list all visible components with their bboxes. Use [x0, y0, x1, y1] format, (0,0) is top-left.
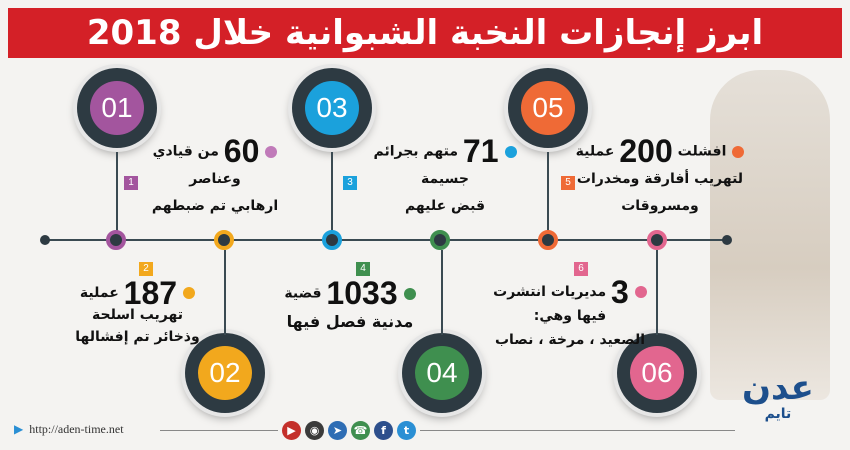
- item-1-text: 60 من قيادي وعناصر ارهابي تم ضبطهم: [140, 135, 290, 220]
- stat-text: فيها وهي:: [533, 308, 607, 324]
- stat-text: لتهريب أفارقة ومخدرات: [576, 170, 744, 187]
- stat-value: 60: [223, 133, 260, 169]
- connector: [656, 250, 658, 335]
- stat-text: وعناصر: [189, 170, 241, 187]
- whatsapp-icon[interactable]: ☎: [351, 421, 370, 440]
- badge-3: 3: [343, 176, 357, 190]
- badge-5: 5: [561, 176, 575, 190]
- timeline: [45, 239, 727, 241]
- website-link[interactable]: ▶ http://aden-time.net: [14, 422, 124, 437]
- timeline-node-3: [322, 230, 342, 250]
- timeline-node-2: [214, 230, 234, 250]
- logo-subtext: تايم: [764, 406, 792, 422]
- stat-text: ومسروقات: [621, 197, 699, 214]
- bullet-icon: [403, 287, 416, 300]
- stat-value: 187: [123, 275, 178, 311]
- circle-06: 06: [617, 333, 697, 413]
- stat-text: مديريات انتشرت: [493, 284, 607, 300]
- stat-text: جسيمة: [421, 170, 469, 187]
- stat-text: قبض عليهم: [404, 197, 486, 214]
- stat-value: 3: [611, 274, 629, 310]
- timeline-end-dot: [722, 235, 732, 245]
- instagram-icon[interactable]: ◉: [305, 421, 324, 440]
- circle-05: 05: [508, 68, 588, 148]
- bullet-icon: [183, 287, 196, 299]
- twitter-icon[interactable]: t: [397, 421, 416, 440]
- stat-text: قضية: [284, 285, 322, 302]
- timeline-node-6: [647, 230, 667, 250]
- circle-03: 03: [292, 68, 372, 148]
- youtube-icon[interactable]: ▶: [282, 421, 301, 440]
- connector: [441, 250, 443, 335]
- item-6-text: 3 مديريات انتشرت فيها وهي: الصعيد ، مرخة…: [485, 276, 655, 352]
- timeline-start-dot: [40, 235, 50, 245]
- item-2-text: 187 عملية تهريب اسلحة وذخائر تم إفشالها: [75, 277, 200, 348]
- badge-2: 2: [139, 262, 153, 276]
- stat-text: عملية: [575, 143, 615, 160]
- stat-value: 1033: [326, 275, 398, 311]
- stat-text: افشلت: [677, 143, 727, 160]
- circle-04: 04: [402, 333, 482, 413]
- connector: [224, 250, 226, 335]
- badge-6: 6: [574, 262, 588, 276]
- bullet-icon: [634, 286, 647, 298]
- bullet-icon: [265, 145, 278, 158]
- connector: [116, 152, 118, 232]
- connector: [547, 152, 549, 232]
- timeline-node-1: [106, 230, 126, 250]
- stat-value: 200: [619, 133, 673, 169]
- circle-number: 04: [415, 346, 469, 400]
- stat-text: مدنية فصل فيها: [286, 311, 414, 331]
- telegram-icon[interactable]: ➤: [328, 421, 347, 440]
- url-text: http://aden-time.net: [29, 422, 124, 436]
- stat-text: وذخائر تم إفشالها: [75, 329, 200, 345]
- item-3-text: 71 متهم بجرائم جسيمة قبض عليهم: [370, 135, 520, 220]
- bullet-icon: [732, 145, 745, 158]
- badge-4: 4: [356, 262, 370, 276]
- circle-number: 03: [305, 81, 359, 135]
- aden-time-logo: عدن تايم: [742, 370, 814, 422]
- logo-text: عدن: [742, 368, 814, 408]
- connector: [331, 152, 333, 232]
- social-icons: ▶ ◉ ➤ ☎ f t: [282, 421, 416, 440]
- page-title: ابرز إنجازات النخبة الشبوانية خلال 2018: [8, 8, 842, 58]
- item-4-text: 1033 قضية مدنية فصل فيها: [270, 277, 430, 335]
- stat-text: ارهابي تم ضبطهم: [151, 197, 279, 214]
- stat-text: من قيادي: [152, 143, 219, 160]
- play-arrow-icon: ▶: [14, 422, 24, 436]
- stat-text: تهريب اسلحة: [91, 307, 184, 323]
- badge-1: 1: [124, 176, 138, 190]
- stat-text: الصعيد ، مرخة ، نصاب: [494, 332, 646, 348]
- facebook-icon[interactable]: f: [374, 421, 393, 440]
- circle-number: 02: [198, 346, 252, 400]
- divider: [420, 430, 735, 431]
- circle-01: 01: [77, 68, 157, 148]
- stat-text: متهم بجرائم: [373, 143, 459, 160]
- item-5-text: افشلت 200 عملية لتهريب أفارقة ومخدرات وم…: [570, 135, 750, 220]
- circle-number: 06: [630, 346, 684, 400]
- bullet-icon: [504, 145, 517, 158]
- timeline-node-4: [430, 230, 450, 250]
- stat-value: 71: [462, 133, 499, 169]
- circle-number: 05: [521, 81, 575, 135]
- divider: [160, 430, 278, 431]
- timeline-node-5: [538, 230, 558, 250]
- circle-number: 01: [90, 81, 144, 135]
- stat-text: عملية: [79, 285, 119, 301]
- circle-02: 02: [185, 333, 265, 413]
